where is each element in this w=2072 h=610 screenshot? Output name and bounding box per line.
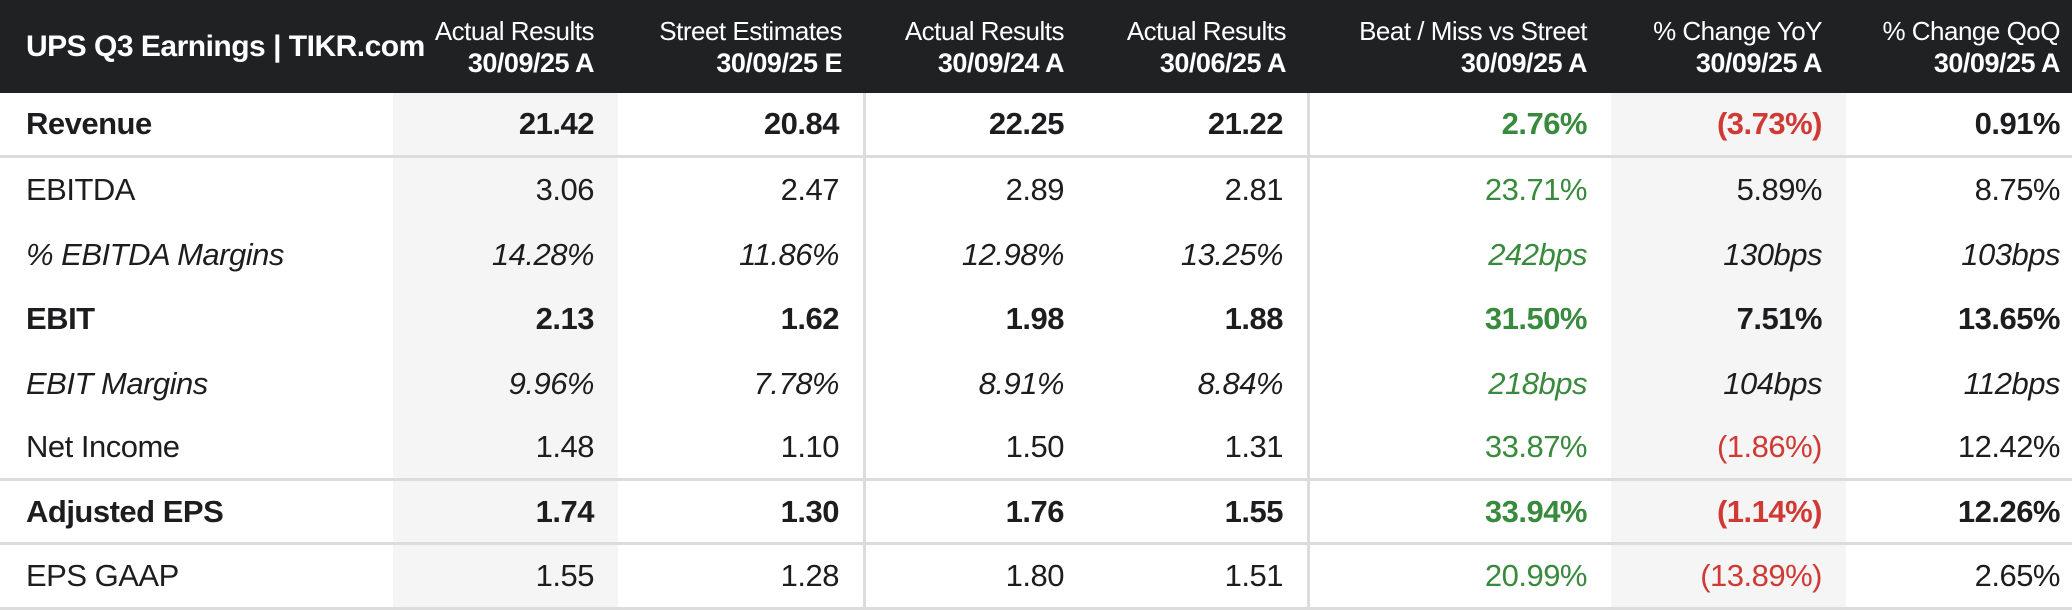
value-cell: 2.47 [618,157,866,223]
table-row: % EBITDA Margins 14.28% 11.86% 12.98% 13.25%… [0,222,2072,287]
table-row: EBIT 2.13 1.62 1.98 1.88 31.50% 7.51% 13.65% [0,286,2072,352]
value-cell: 13.25% [1088,222,1310,287]
header-period-label: Actual Results [904,15,1065,46]
value-cell: (3.73%) [1611,93,1846,155]
value-cell: 1.76 [1005,493,1065,529]
value-cell: 1.88 [1088,286,1310,352]
value-cell: 1.30 [618,480,866,543]
value-cell: 218bps [1488,365,1587,401]
header-period-label: Beat / Miss vs Street [1359,15,1587,46]
value-cell: 31.50% [1484,301,1588,337]
value-cell: 1.50 [1005,428,1065,464]
value-cell: 11.86% [618,222,866,287]
value-cell: 1.62 [618,286,866,352]
header-col-actual-q3-24: Actual Results 30/09/24 A [866,15,1088,79]
table-row: EPS GAAP 1.55 1.28 1.80 1.51 20.99% (13.89%) 2.… [0,545,2072,610]
header-col-actual-q2-25: Actual Results 30/06/25 A [1088,15,1310,79]
row-label: Revenue [26,105,152,141]
value-cell: 2.65% [1974,558,2061,594]
value-cell: 7.51% [1611,286,1846,352]
header-period-label: % Change YoY [1653,15,1822,46]
header-col-change-yoy: % Change YoY 30/09/25 A [1611,15,1846,79]
value-cell: 3.06 [393,157,618,223]
value-cell: 1.51 [1088,545,1310,607]
table-row: Adjusted EPS 1.74 1.30 1.76 1.55 33.94% (1.14%… [0,480,2072,546]
value-cell: 1.98 [1005,301,1065,337]
value-cell: 0.91% [1974,105,2061,141]
header-col-street-estimates: Street Estimates 30/09/25 E [618,15,866,79]
value-cell: 9.96% [393,351,618,417]
value-cell: 22.25 [988,105,1065,141]
table-row: EBITDA 3.06 2.47 2.89 2.81 23.71% 5.89% 8.75% [0,157,2072,223]
header-date-label: 30/09/25 A [1460,47,1588,78]
value-cell: 8.75% [1974,171,2061,207]
header-date-label: 30/09/25 E [716,47,842,78]
value-cell: 20.99% [1484,558,1588,594]
value-cell: 21.42 [393,93,618,155]
value-cell: 1.55 [393,545,618,607]
header-col-actual-q3-25: Actual Results 30/09/25 A [393,15,618,79]
table-row: Revenue 21.42 20.84 22.25 21.22 2.76% (3.73%) 0… [0,93,2072,158]
value-cell: 8.91% [978,365,1065,401]
value-cell: 7.78% [618,351,866,417]
header-date-label: 30/09/24 A [937,47,1065,78]
table-title: UPS Q3 Earnings | TIKR.com [26,29,425,63]
value-cell: 13.65% [1957,301,2061,337]
value-cell: 1.55 [1088,480,1310,543]
row-label: EBIT [26,301,95,337]
row-label: % EBITDA Margins [26,236,284,272]
row-label: EBITDA [26,171,135,207]
value-cell: 33.94% [1484,493,1588,529]
value-cell: 12.26% [1957,493,2061,529]
value-cell: (1.14%) [1611,480,1846,543]
row-label: EPS GAAP [26,558,179,594]
value-cell: 104bps [1611,351,1846,417]
value-cell: 130bps [1611,222,1846,287]
header-period-label: % Change QoQ [1882,15,2060,46]
value-cell: 5.89% [1611,157,1846,223]
header-col-beat-miss: Beat / Miss vs Street 30/09/25 A [1310,15,1611,79]
value-cell: 8.84% [1088,351,1310,417]
value-cell: 1.28 [618,545,866,607]
value-cell: 1.80 [1005,558,1065,594]
value-cell: 242bps [1488,236,1587,272]
value-cell: 2.13 [393,286,618,352]
value-cell: 23.71% [1484,171,1588,207]
header-date-label: 30/09/25 A [1695,47,1823,78]
table-body: Revenue 21.42 20.84 22.25 21.22 2.76% (3.73%) 0… [0,93,2072,610]
value-cell: 1.31 [1088,416,1310,478]
value-cell: 112bps [1963,365,2061,401]
value-cell: 12.42% [1957,428,2061,464]
header-period-label: Street Estimates [659,15,842,46]
value-cell: 1.48 [393,416,618,478]
value-cell: (1.86%) [1611,416,1846,478]
row-label: EBIT Margins [26,365,208,401]
header-period-label: Actual Results [1126,15,1287,46]
value-cell: 2.89 [1005,171,1065,207]
value-cell: 12.98% [961,236,1065,272]
value-cell: 2.76% [1501,105,1588,141]
value-cell: 33.87% [1484,428,1588,464]
header-date-label: 30/09/25 A [1933,47,2061,78]
header-date-label: 30/06/25 A [1159,47,1287,78]
value-cell: 1.74 [393,480,618,543]
table-row: Net Income 1.48 1.10 1.50 1.31 33.87% (1.86%) 1… [0,416,2072,481]
table-row: EBIT Margins 9.96% 7.78% 8.91% 8.84% 218bps 10… [0,351,2072,417]
row-label: Adjusted EPS [26,493,224,529]
header-col-change-qoq: % Change QoQ 30/09/25 A [1846,15,2072,79]
row-label: Net Income [26,428,180,464]
header-date-label: 30/09/25 A [467,47,595,78]
value-cell: 20.84 [618,93,866,155]
value-cell: 2.81 [1088,157,1310,223]
value-cell: (13.89%) [1611,545,1846,607]
value-cell: 1.10 [618,416,866,478]
table-header: UPS Q3 Earnings | TIKR.com Actual Result… [0,0,2072,93]
value-cell: 21.22 [1088,93,1310,155]
value-cell: 14.28% [393,222,618,287]
value-cell: 103bps [1961,236,2060,272]
header-period-label: Actual Results [434,15,595,46]
